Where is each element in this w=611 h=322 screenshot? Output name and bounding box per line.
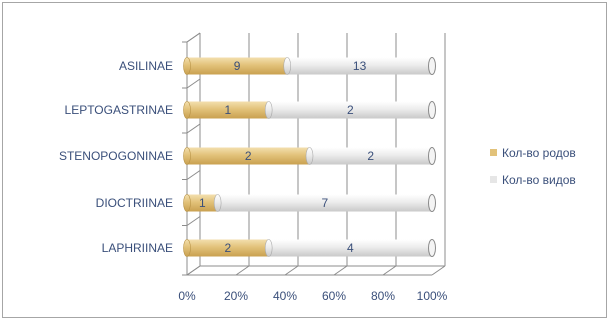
legend-swatch [490,149,497,156]
bar-segment [287,57,432,75]
side-wall-line [186,170,201,180]
side-wall-line [186,265,201,276]
bar-segment [187,194,218,212]
bar-end-cap [428,239,436,257]
bar-segment-joint [283,57,292,75]
data-label: 1 [199,196,206,210]
bar-end-cap [428,194,436,212]
category-label: ASILINAE [119,59,173,73]
bar-segment-joint [183,239,191,257]
data-label: 2 [224,241,231,255]
category-label: LAPHRIINAE [102,241,173,255]
bar-segment [187,239,269,257]
x-tick-label: 80% [371,289,395,303]
data-label: 13 [353,59,367,73]
bar-segment-joint [264,101,273,119]
chart-labels: 0% 20% 40% 60% 80% 100% 9 13 ASILINAE 1 2 LEPTOGAST… [59,59,448,303]
x-tick-label: 0% [178,289,196,303]
bar-segment-joint [213,194,222,212]
data-label: 2 [245,149,252,163]
floor-line [333,265,348,276]
bar-end-cap [428,57,436,75]
bar-segment-joint [183,194,191,212]
bar-segment-joint [305,147,314,165]
bar-segment [217,194,432,212]
x-tick-label: 60% [322,289,346,303]
floor-line [431,265,446,276]
bar-segment-joint [183,101,191,119]
bar-segment [309,147,432,165]
bar-segment-joint [264,239,273,257]
bar-segment [187,101,269,119]
bar-segment-joint [183,57,191,75]
x-tick-label: 100% [417,289,448,303]
bar-segment [187,57,288,75]
chart-legend: Кол-во родов Кол-во видов [490,146,576,187]
bar-end-cap [428,101,436,119]
data-label: 2 [347,103,354,117]
floor-line [235,265,250,276]
chart-bars [183,57,436,257]
side-wall-line [186,123,201,134]
data-label: 2 [367,149,374,163]
legend-label: Кол-во видов [502,173,576,187]
data-label: 7 [321,196,328,210]
bar-end-cap [428,147,436,165]
legend-swatch [490,176,497,183]
data-label: 4 [347,241,354,255]
bar-segment [268,239,432,257]
bar-segment [268,101,432,119]
x-tick-label: 20% [224,289,248,303]
floor-line [382,265,397,276]
legend-label: Кол-во родов [502,146,576,160]
category-label: DIOCTRIINAE [96,196,173,210]
category-label: STENOPOGONINAE [59,149,173,163]
category-label: LEPTOGASTRINAE [65,103,173,117]
x-tick-label: 40% [273,289,297,303]
bar-segment [187,147,310,165]
side-wall-line [186,216,201,226]
side-wall-line [186,78,201,89]
data-label: 1 [224,103,231,117]
data-label: 9 [234,59,241,73]
side-wall-line [186,32,201,43]
bar-segment-joint [183,147,191,165]
floor-line [284,265,299,276]
